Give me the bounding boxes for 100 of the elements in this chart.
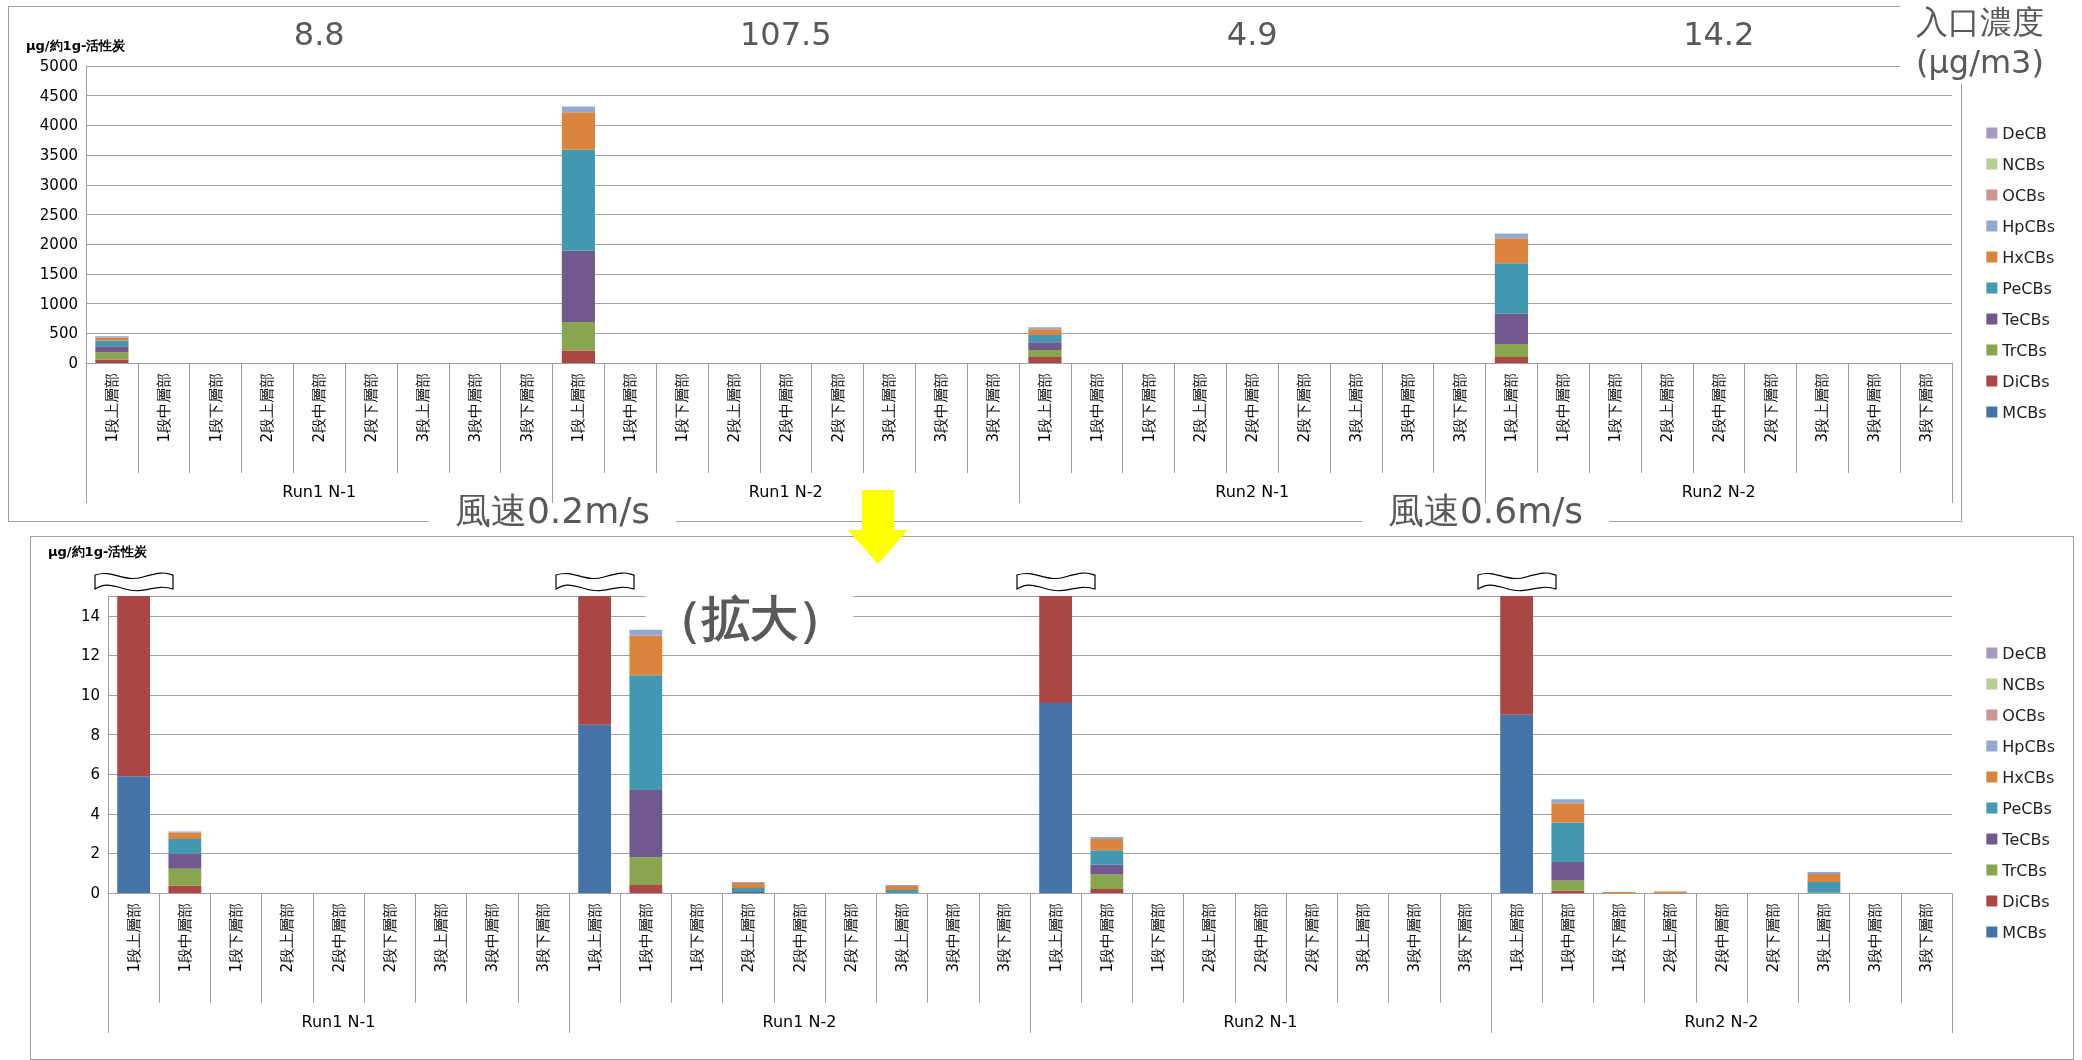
x-tick-label: 2段下層部	[1302, 903, 1321, 973]
bar	[1090, 850, 1124, 865]
bar	[1551, 890, 1585, 893]
bar	[168, 885, 202, 893]
y-tick-label: 8	[90, 725, 100, 744]
legend-label: HxCBs	[2002, 767, 2055, 787]
legend-label: DiCBs	[2002, 891, 2050, 911]
x-tick-label: 1段下層部	[688, 903, 707, 973]
bar	[1807, 881, 1841, 893]
x-tick-label: 1段上層部	[1507, 903, 1526, 973]
bar	[1551, 799, 1585, 804]
y-axis-title: μg/約1g-活性炭	[48, 544, 149, 559]
x-tick-label: 2段下層部	[362, 373, 381, 443]
bar	[1551, 822, 1585, 863]
legend-label: OCBs	[2002, 705, 2046, 725]
bar	[1494, 263, 1528, 314]
bar	[1807, 873, 1841, 882]
x-tick-label: 3段中層部	[465, 373, 484, 443]
bar	[1090, 889, 1124, 893]
bar	[1551, 880, 1585, 891]
text: 風速0.6m/s	[1387, 489, 1584, 531]
x-tick-label: 3段下層部	[517, 373, 536, 443]
y-tick-label: 0	[90, 884, 100, 902]
bar	[629, 629, 663, 636]
y-tick-label: 1000	[39, 294, 78, 313]
x-tick-label: 3段中層部	[1405, 903, 1424, 973]
y-tick-label: 3500	[39, 146, 78, 165]
bar	[117, 776, 150, 893]
x-tick-label: 3段上層部	[1814, 903, 1833, 973]
x-tick-label: 3段下層部	[534, 903, 553, 973]
bar	[1500, 714, 1533, 893]
y-tick-label: 6	[90, 765, 100, 784]
x-tick-label: 2段中層部	[776, 373, 795, 443]
bar	[561, 106, 595, 113]
bar	[95, 340, 129, 347]
legend-label: PeCBs	[2002, 798, 2052, 818]
x-tick-label: 2段上層部	[1191, 373, 1210, 443]
x-tick-label: 1段上層部	[569, 373, 588, 443]
x-tick-label: 2段下層部	[380, 903, 399, 973]
bar	[1028, 357, 1062, 363]
legend-label: MCBs	[2002, 402, 2047, 422]
text: Run1 N-2	[762, 1011, 837, 1031]
x-tick-label: 1段下層部	[673, 373, 692, 443]
x-tick-label: 2段上層部	[1661, 903, 1680, 973]
legend-label: OCBs	[2002, 185, 2046, 205]
bar	[885, 886, 919, 891]
text: Run1 N-1	[301, 1011, 376, 1031]
x-tick-label: 1段下層部	[206, 373, 225, 443]
x-tick-label: 2段中層部	[1712, 903, 1731, 973]
x-tick-label: 1段中層部	[636, 903, 655, 973]
x-tick-label: 3段中層部	[1866, 903, 1885, 973]
bar	[95, 352, 129, 360]
text: 14.2	[1683, 15, 1755, 53]
x-tick-label: 1段上層部	[1046, 903, 1065, 973]
bar	[1028, 349, 1062, 358]
x-tick-label: 3段上層部	[413, 373, 432, 443]
y-tick-label: 2	[90, 844, 100, 863]
x-tick-label: 3段上層部	[1346, 373, 1365, 443]
x-tick-label: 2段中層部	[790, 903, 809, 973]
y-tick-label: 2500	[39, 205, 78, 224]
x-tick-label: 3段上層部	[1813, 373, 1832, 443]
annotation: 入口濃度 (μg/m3)	[1916, 3, 2044, 81]
x-tick-label: 1段中層部	[175, 903, 194, 973]
text: 4.9	[1226, 15, 1278, 53]
y-tick-label: 500	[49, 324, 78, 343]
bar	[629, 635, 663, 676]
x-tick-label: 1段下層部	[1149, 903, 1168, 973]
y-tick-label: 14	[80, 606, 100, 625]
x-tick-label: 3段上層部	[892, 903, 911, 973]
x-tick-label: 1段中層部	[1097, 903, 1116, 973]
bar	[1494, 238, 1528, 264]
x-tick-label: 2段上層部	[739, 903, 758, 973]
x-tick-label: 1段中層部	[154, 373, 173, 443]
legend-label: NCBs	[2002, 154, 2045, 174]
bar	[95, 346, 129, 353]
text: 風速0.2m/s	[454, 489, 651, 531]
bar	[578, 724, 611, 893]
x-tick-label: 2段中層部	[1709, 373, 1728, 443]
bar	[561, 112, 595, 150]
legend-label: TeCBs	[2001, 829, 2050, 849]
y-tick-label: 2000	[39, 235, 78, 254]
x-tick-label: 2段下層部	[1763, 903, 1782, 973]
bar	[168, 838, 202, 854]
x-tick-label: 1段下層部	[1606, 373, 1625, 443]
bar	[1039, 702, 1072, 893]
legend-label: DiCBs	[2002, 371, 2050, 391]
bar	[1494, 343, 1528, 358]
bar	[168, 868, 202, 886]
x-tick-label: 1段上層部	[124, 903, 143, 973]
x-tick-label: 3段中層部	[1865, 373, 1884, 443]
x-tick-label: 1段下層部	[227, 903, 246, 973]
bar	[629, 790, 663, 858]
bar	[561, 322, 595, 351]
x-tick-label: 2段中層部	[1243, 373, 1262, 443]
x-tick-label: 2段中層部	[329, 903, 348, 973]
x-tick-label: 3段下層部	[984, 373, 1003, 443]
x-tick-label: 2段上層部	[1657, 373, 1676, 443]
bar	[561, 149, 595, 251]
y-axis-title: μg/約1g-活性炭	[26, 38, 127, 53]
text: Run1 N-1	[282, 481, 357, 501]
